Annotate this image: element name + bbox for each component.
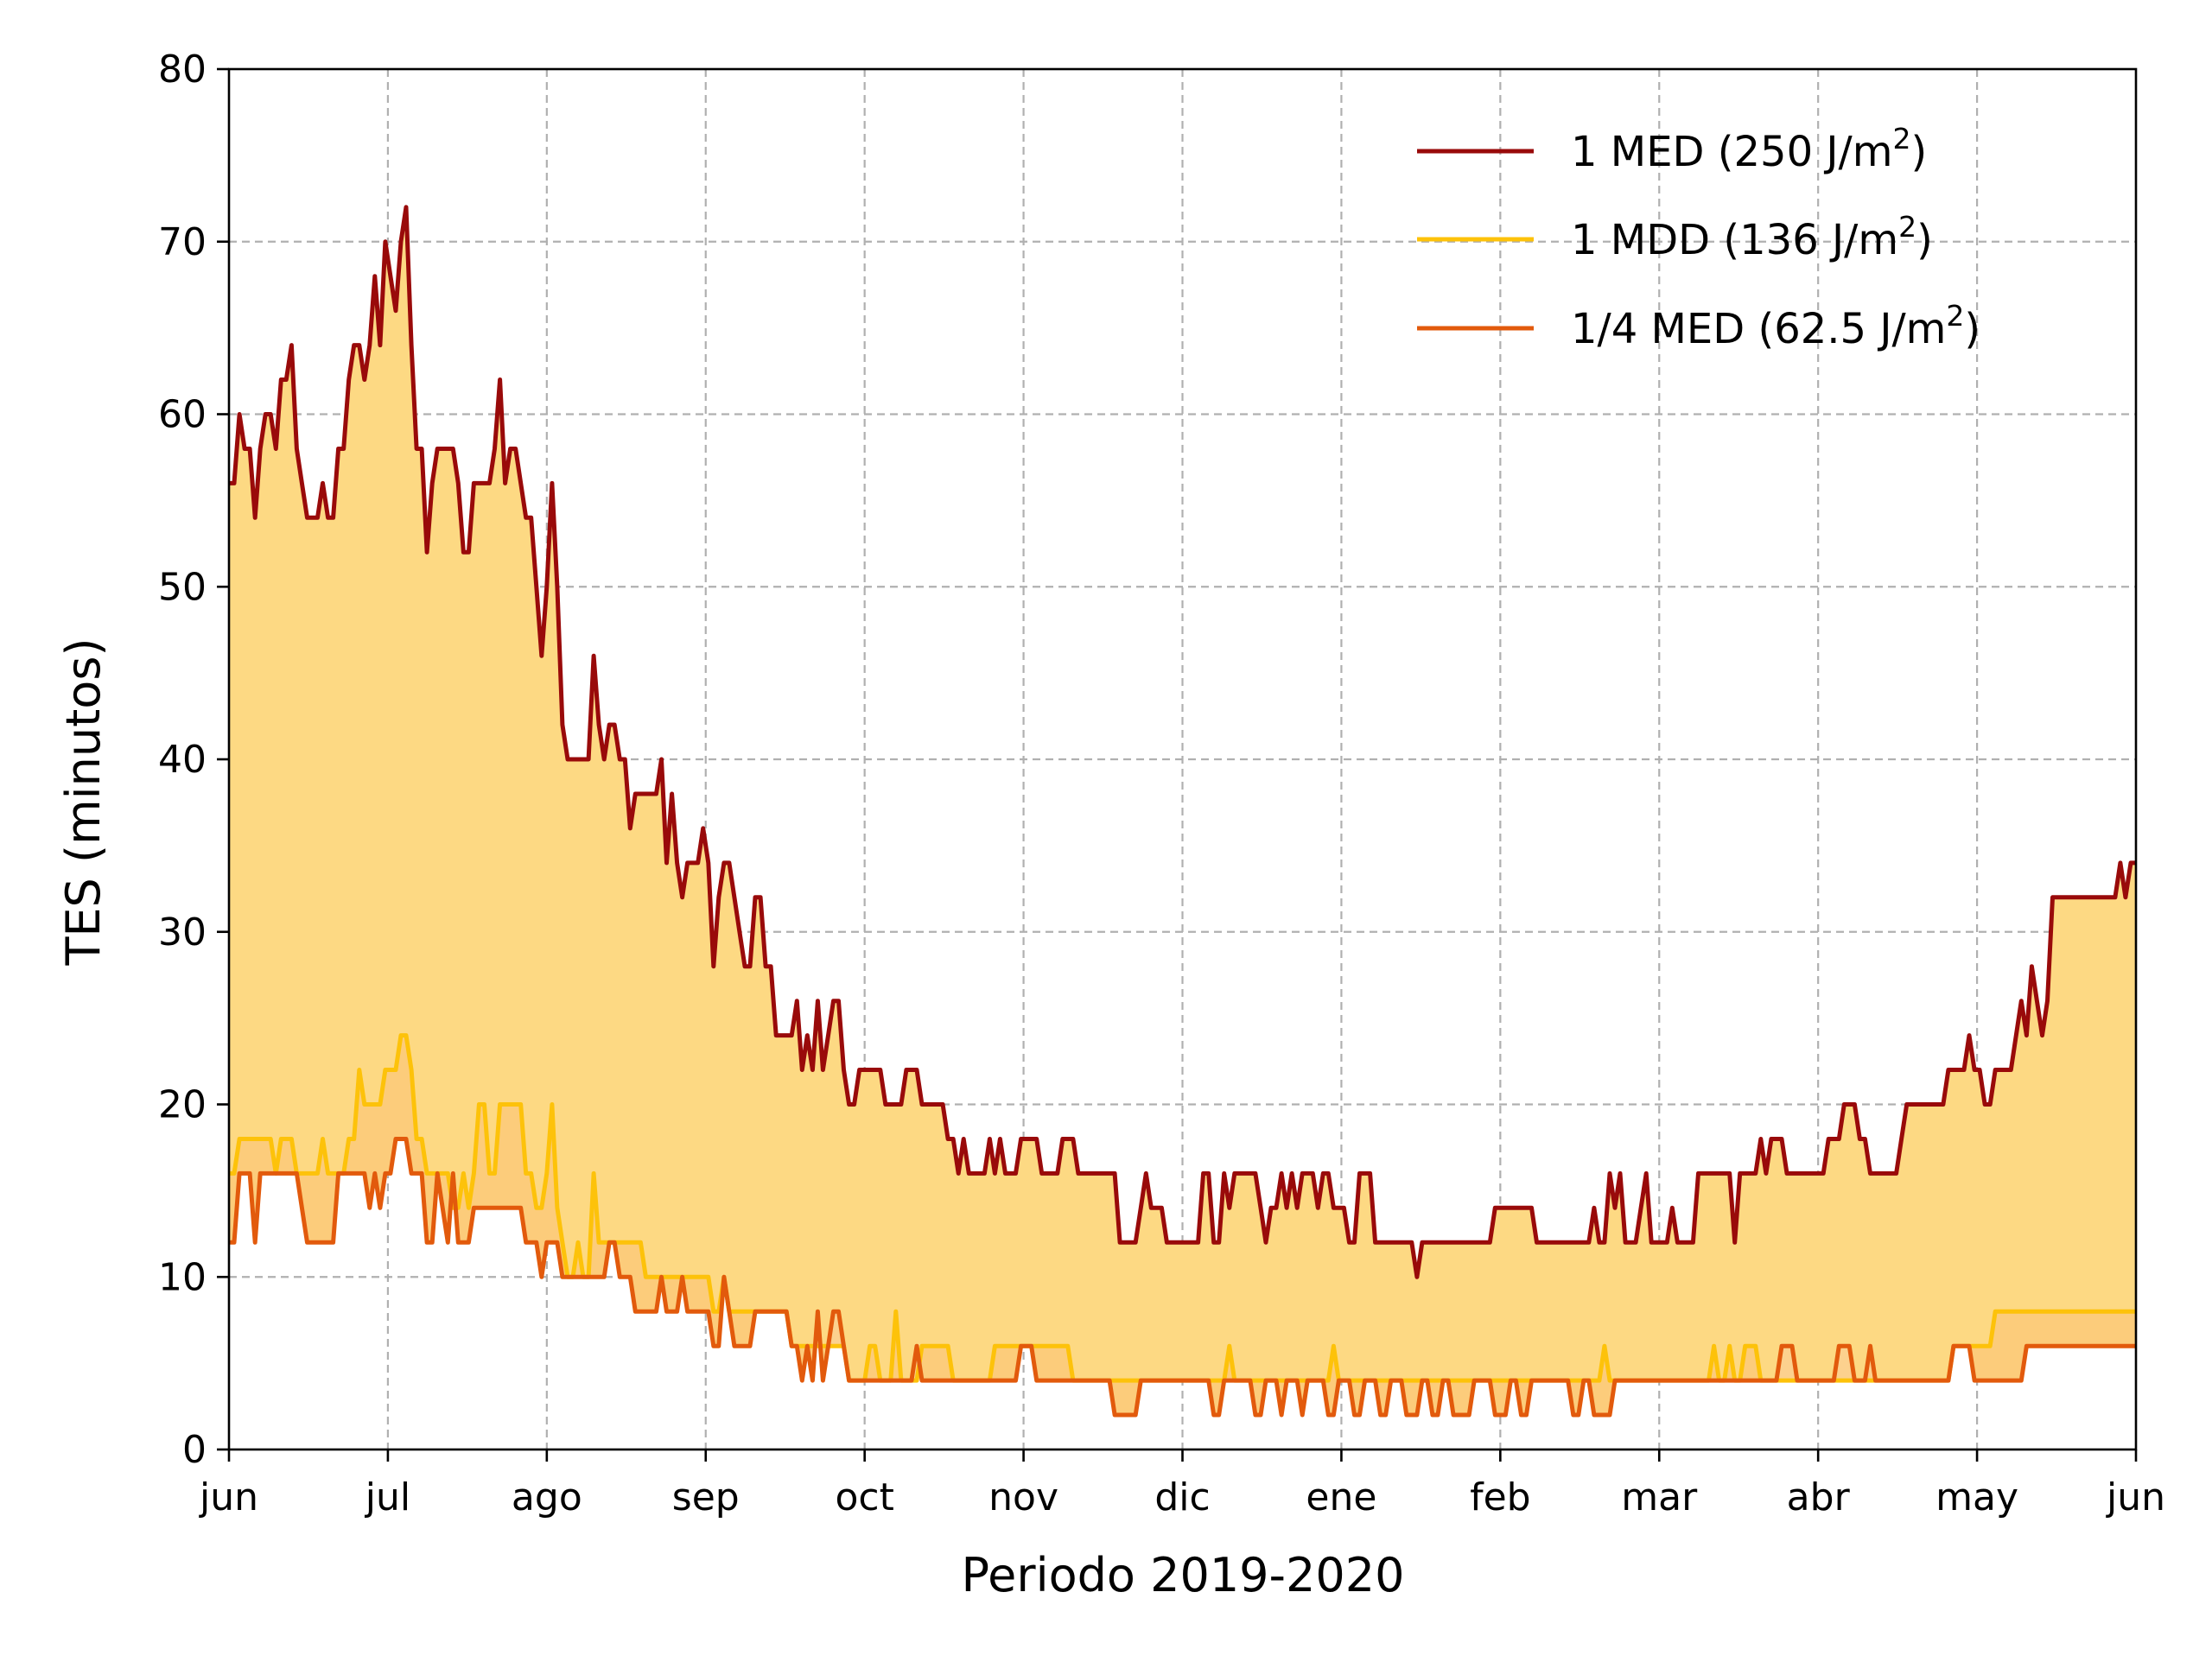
x-axis-label: Periodo 2019-2020 [962, 1548, 1405, 1602]
x-tick-label: jun [2106, 1475, 2165, 1519]
legend-item-quarter-med: 1/4 MED (62.5 J/m2) [1417, 299, 1980, 353]
y-tick-label: 20 [158, 1083, 207, 1127]
legend-label: 1/4 MED (62.5 J/m2) [1571, 299, 1980, 353]
x-tick-label: ene [1306, 1475, 1376, 1519]
y-tick-label: 60 [158, 393, 207, 437]
x-tick-label: may [1936, 1475, 2018, 1519]
legend: 1 MED (250 J/m2) 1 MDD (136 J/m2) 1/4 MED … [1417, 122, 1980, 353]
y-tick-label: 80 [158, 48, 207, 92]
y-axis-label: TES (minutos) [56, 638, 111, 966]
series-lines [229, 205, 2136, 1418]
line-quarter-med [229, 1137, 2136, 1418]
x-tick-label: abr [1787, 1475, 1851, 1519]
y-tick-label: 0 [182, 1428, 207, 1472]
y-tick-label: 30 [158, 910, 207, 955]
x-tick-label: jun [199, 1475, 258, 1519]
legend-label: 1 MDD (136 J/m2) [1571, 210, 1933, 264]
legend-item-1-mdd: 1 MDD (136 J/m2) [1417, 210, 1933, 264]
x-tick-label: feb [1470, 1475, 1531, 1519]
x-tick-label: jul [365, 1475, 410, 1519]
y-tick-label: 10 [158, 1255, 207, 1299]
x-tick-label: nov [988, 1475, 1058, 1519]
x-tick-label: oct [835, 1475, 893, 1519]
fill-areas [229, 206, 2136, 1415]
x-tick-label: ago [512, 1475, 582, 1519]
y-tick-label: 70 [158, 220, 207, 264]
y-tick-label: 40 [158, 738, 207, 782]
x-tick-label: dic [1154, 1475, 1210, 1519]
legend-label: 1 MED (250 J/m2) [1571, 122, 1927, 176]
x-tick-label: sep [672, 1475, 740, 1519]
fill-band-med [229, 206, 2136, 1415]
axes: 0 10 20 30 40 50 60 70 80 jun jul ago sep oct nov dic en… [158, 48, 2165, 1519]
line-1-med [229, 205, 2136, 1279]
y-tick-label: 50 [158, 565, 207, 609]
legend-item-1-med: 1 MED (250 J/m2) [1417, 122, 1927, 176]
x-tick-label: mar [1621, 1475, 1698, 1519]
